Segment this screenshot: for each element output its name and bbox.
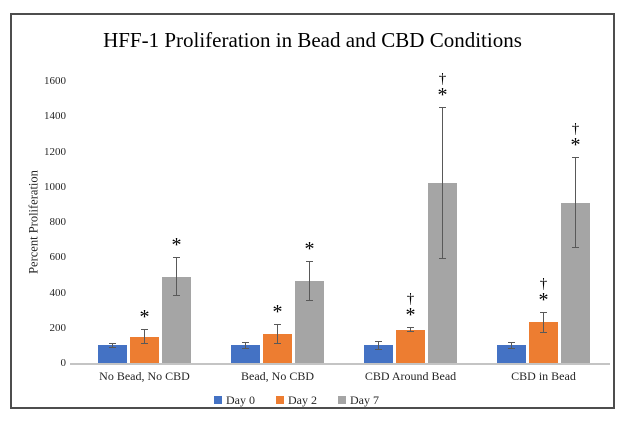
error-bar-line xyxy=(378,340,379,350)
error-bar-line xyxy=(410,326,411,333)
legend-swatch-day-2 xyxy=(276,396,284,404)
error-bar-line xyxy=(575,156,576,249)
error-bar-cap-bottom xyxy=(540,332,547,334)
error-bar-line xyxy=(442,107,443,259)
error-bar-cap-bottom xyxy=(173,295,180,297)
legend-label: Day 7 xyxy=(350,393,379,407)
legend-item-day-2: Day 2 xyxy=(276,393,317,407)
error-bar-cap-bottom xyxy=(375,348,382,350)
sig-marker-star: * xyxy=(272,301,283,324)
error-bar-cap-bottom xyxy=(242,347,249,349)
error-bar-line xyxy=(277,324,278,344)
error-bar-cap-bottom xyxy=(407,331,414,333)
error-bar-cap-bottom xyxy=(141,343,148,345)
chart-title: HFF-1 Proliferation in Bead and CBD Cond… xyxy=(103,28,522,52)
legend-item-day-0: Day 0 xyxy=(214,393,255,407)
legend: Day 0 Day 2 Day 7 xyxy=(0,392,597,408)
error-bar-line xyxy=(144,328,145,345)
error-bar-line xyxy=(112,342,113,348)
y-tick-label: 0 xyxy=(60,357,67,369)
error-bar-cap-bottom xyxy=(306,300,313,302)
sig-marker-dagger: † xyxy=(406,290,415,307)
y-tick-label: 800 xyxy=(49,216,67,228)
legend-label: Day 2 xyxy=(288,393,317,407)
sig-marker-star: * xyxy=(570,133,581,156)
error-bar-cap-top xyxy=(306,260,313,262)
sig-marker-dagger: † xyxy=(571,120,580,137)
y-tick-label: 600 xyxy=(49,251,67,264)
legend-label: Day 0 xyxy=(226,393,255,407)
error-bar-line xyxy=(309,260,310,302)
error-bar-cap-top xyxy=(141,328,148,330)
x-axis-line xyxy=(70,363,610,365)
bar-day-0-no-bead-no-cbd xyxy=(98,345,127,363)
x-category-label: CBD Around Bead xyxy=(364,369,457,383)
error-bar-line xyxy=(543,311,544,334)
error-bar-cap-bottom xyxy=(508,347,515,349)
bar-day-0-cbd-around-bead xyxy=(364,345,393,363)
error-bar-line xyxy=(176,257,177,297)
legend-swatch-day-0 xyxy=(214,396,222,404)
error-bar-cap-top xyxy=(572,156,579,158)
legend-item-day-7: Day 7 xyxy=(338,393,379,407)
error-bar-cap-bottom xyxy=(439,258,446,259)
error-bar-cap-top xyxy=(173,257,180,259)
error-bar-cap-top xyxy=(508,341,515,343)
sig-marker-dagger: † xyxy=(438,71,447,88)
y-tick-label: 1200 xyxy=(44,145,66,158)
sig-marker-dagger: † xyxy=(539,275,548,292)
error-bar-cap-top xyxy=(407,326,414,328)
bar-day-2-cbd-around-bead xyxy=(396,329,425,363)
error-bar-cap-bottom xyxy=(274,342,281,344)
sig-marker-star: * xyxy=(405,303,416,326)
sig-marker-star: * xyxy=(437,84,448,107)
x-category-label: No Bead, No CBD xyxy=(99,369,190,383)
error-bar-cap-top xyxy=(109,342,116,344)
y-tick-label: 1600 xyxy=(44,75,66,87)
error-bar-cap-top xyxy=(274,324,281,326)
sig-marker-star: * xyxy=(139,305,150,328)
sig-marker-star: * xyxy=(538,288,549,311)
bar-day-0-bead-no-cbd xyxy=(231,345,260,363)
sig-marker-star: * xyxy=(171,234,182,257)
bar-day-0-cbd-in-bead xyxy=(497,345,526,363)
error-bar-cap-top xyxy=(375,340,382,342)
error-bar-line xyxy=(245,341,246,349)
error-bar-cap-top xyxy=(540,311,547,313)
sig-marker-star: * xyxy=(304,237,315,260)
error-bar-cap-top xyxy=(242,341,249,343)
y-tick-label: 200 xyxy=(49,321,67,334)
y-tick-label: 1400 xyxy=(44,110,66,123)
error-bar-cap-bottom xyxy=(109,347,116,349)
error-bar-line xyxy=(511,341,512,349)
x-category-label: Bead, No CBD xyxy=(241,369,314,383)
chart-frame: HFF-1 Proliferation in Bead and CBD Cond… xyxy=(10,13,615,409)
error-bar-cap-top xyxy=(439,107,446,109)
legend-swatch-day-7 xyxy=(338,396,346,404)
y-tick-label: 400 xyxy=(49,286,67,299)
error-bar-cap-bottom xyxy=(572,247,579,249)
y-tick-label: 1000 xyxy=(44,180,66,193)
x-category-label: CBD in Bead xyxy=(511,369,576,383)
